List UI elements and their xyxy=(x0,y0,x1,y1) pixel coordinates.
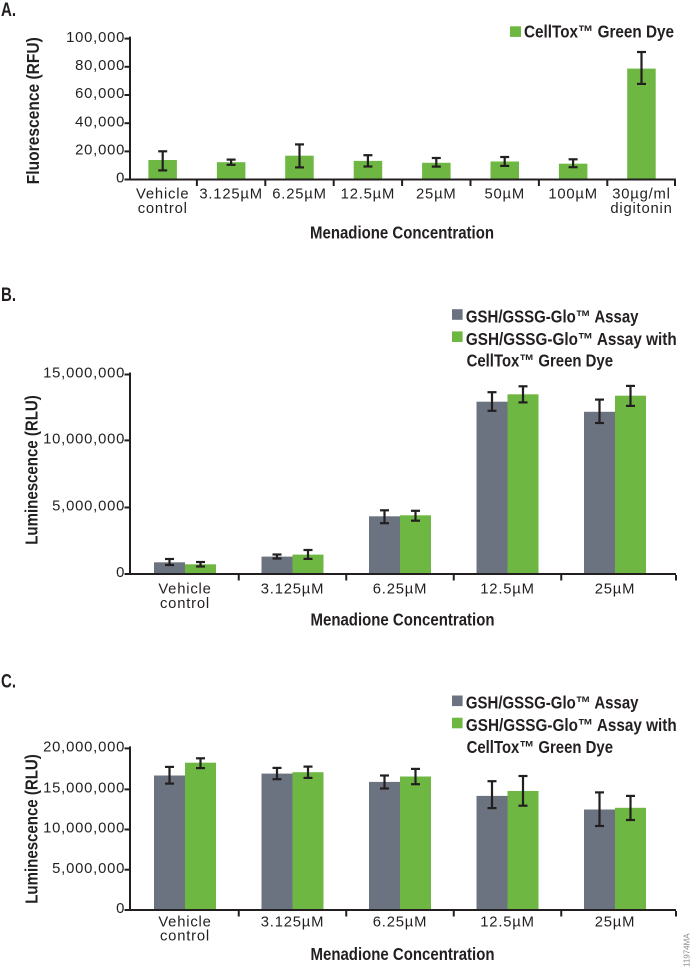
svg-text:GSH/GSSG-Glo™ Assay: GSH/GSSG-Glo™ Assay xyxy=(466,693,639,713)
svg-text:Menadione Concentration: Menadione Concentration xyxy=(310,223,494,243)
svg-text:12.5µM: 12.5µM xyxy=(480,582,534,598)
svg-text:Luminescence (RLU): Luminescence (RLU) xyxy=(22,395,42,545)
svg-text:5,000,000: 5,000,000 xyxy=(52,499,125,515)
svg-text:Luminescence (RLU): Luminescence (RLU) xyxy=(22,754,42,904)
svg-text:CellTox™ Green Dye: CellTox™ Green Dye xyxy=(467,737,614,757)
svg-text:Menadione Concentration: Menadione Concentration xyxy=(311,944,495,964)
svg-text:10,000,000: 10,000,000 xyxy=(43,821,125,837)
svg-text:B.: B. xyxy=(1,285,16,306)
svg-text:control: control xyxy=(160,596,210,612)
svg-text:50µM: 50µM xyxy=(484,187,525,203)
svg-text:30µg/ml: 30µg/ml xyxy=(612,187,671,203)
svg-text:6.25µM: 6.25µM xyxy=(373,582,427,598)
svg-text:3.125µM: 3.125µM xyxy=(199,187,262,203)
svg-text:100µM: 100µM xyxy=(548,187,598,203)
svg-text:25µM: 25µM xyxy=(416,187,457,203)
svg-text:6.25µM: 6.25µM xyxy=(373,914,427,930)
svg-text:20,000,000: 20,000,000 xyxy=(43,740,125,756)
svg-text:Fluorescence (RFU): Fluorescence (RFU) xyxy=(23,37,43,184)
svg-text:100,000: 100,000 xyxy=(66,30,125,46)
svg-text:12.5µM: 12.5µM xyxy=(341,187,395,203)
svg-text:GSH/GSSG-Glo™ Assay with: GSH/GSSG-Glo™ Assay with xyxy=(466,715,677,735)
svg-text:CellTox™ Green Dye: CellTox™ Green Dye xyxy=(467,350,614,370)
svg-text:20,000: 20,000 xyxy=(75,143,125,159)
svg-text:0: 0 xyxy=(116,171,125,187)
svg-text:GSH/GSSG-Glo™ Assay: GSH/GSSG-Glo™ Assay xyxy=(466,306,639,326)
svg-text:6.25µM: 6.25µM xyxy=(272,187,326,203)
svg-text:25µM: 25µM xyxy=(595,582,636,598)
svg-text:0: 0 xyxy=(116,565,125,581)
svg-text:40,000: 40,000 xyxy=(75,114,125,130)
svg-text:15,000,000: 15,000,000 xyxy=(43,366,125,382)
svg-text:0: 0 xyxy=(116,901,125,917)
svg-text:25µM: 25µM xyxy=(595,914,636,930)
svg-text:control: control xyxy=(138,201,188,217)
svg-text:3.125µM: 3.125µM xyxy=(261,914,324,930)
svg-text:3.125µM: 3.125µM xyxy=(261,582,324,598)
svg-text:Vehicle: Vehicle xyxy=(136,187,189,203)
svg-text:CellTox™ Green Dye: CellTox™ Green Dye xyxy=(524,21,674,41)
svg-text:Vehicle: Vehicle xyxy=(158,582,211,598)
svg-text:80,000: 80,000 xyxy=(75,58,125,74)
svg-text:10,000,000: 10,000,000 xyxy=(43,432,125,448)
svg-text:digitonin: digitonin xyxy=(610,201,672,217)
svg-text:GSH/GSSG-Glo™ Assay with: GSH/GSSG-Glo™ Assay with xyxy=(466,329,677,349)
svg-text:A.: A. xyxy=(1,0,16,21)
svg-text:5,000,000: 5,000,000 xyxy=(52,861,125,877)
svg-text:C.: C. xyxy=(1,672,16,693)
svg-text:control: control xyxy=(160,929,210,945)
svg-text:60,000: 60,000 xyxy=(75,86,125,102)
svg-text:12.5µM: 12.5µM xyxy=(480,914,534,930)
svg-text:Vehicle: Vehicle xyxy=(158,914,211,930)
svg-text:11974MA: 11974MA xyxy=(683,933,692,967)
svg-text:15,000,000: 15,000,000 xyxy=(43,781,125,797)
svg-text:Menadione Concentration: Menadione Concentration xyxy=(311,609,495,629)
